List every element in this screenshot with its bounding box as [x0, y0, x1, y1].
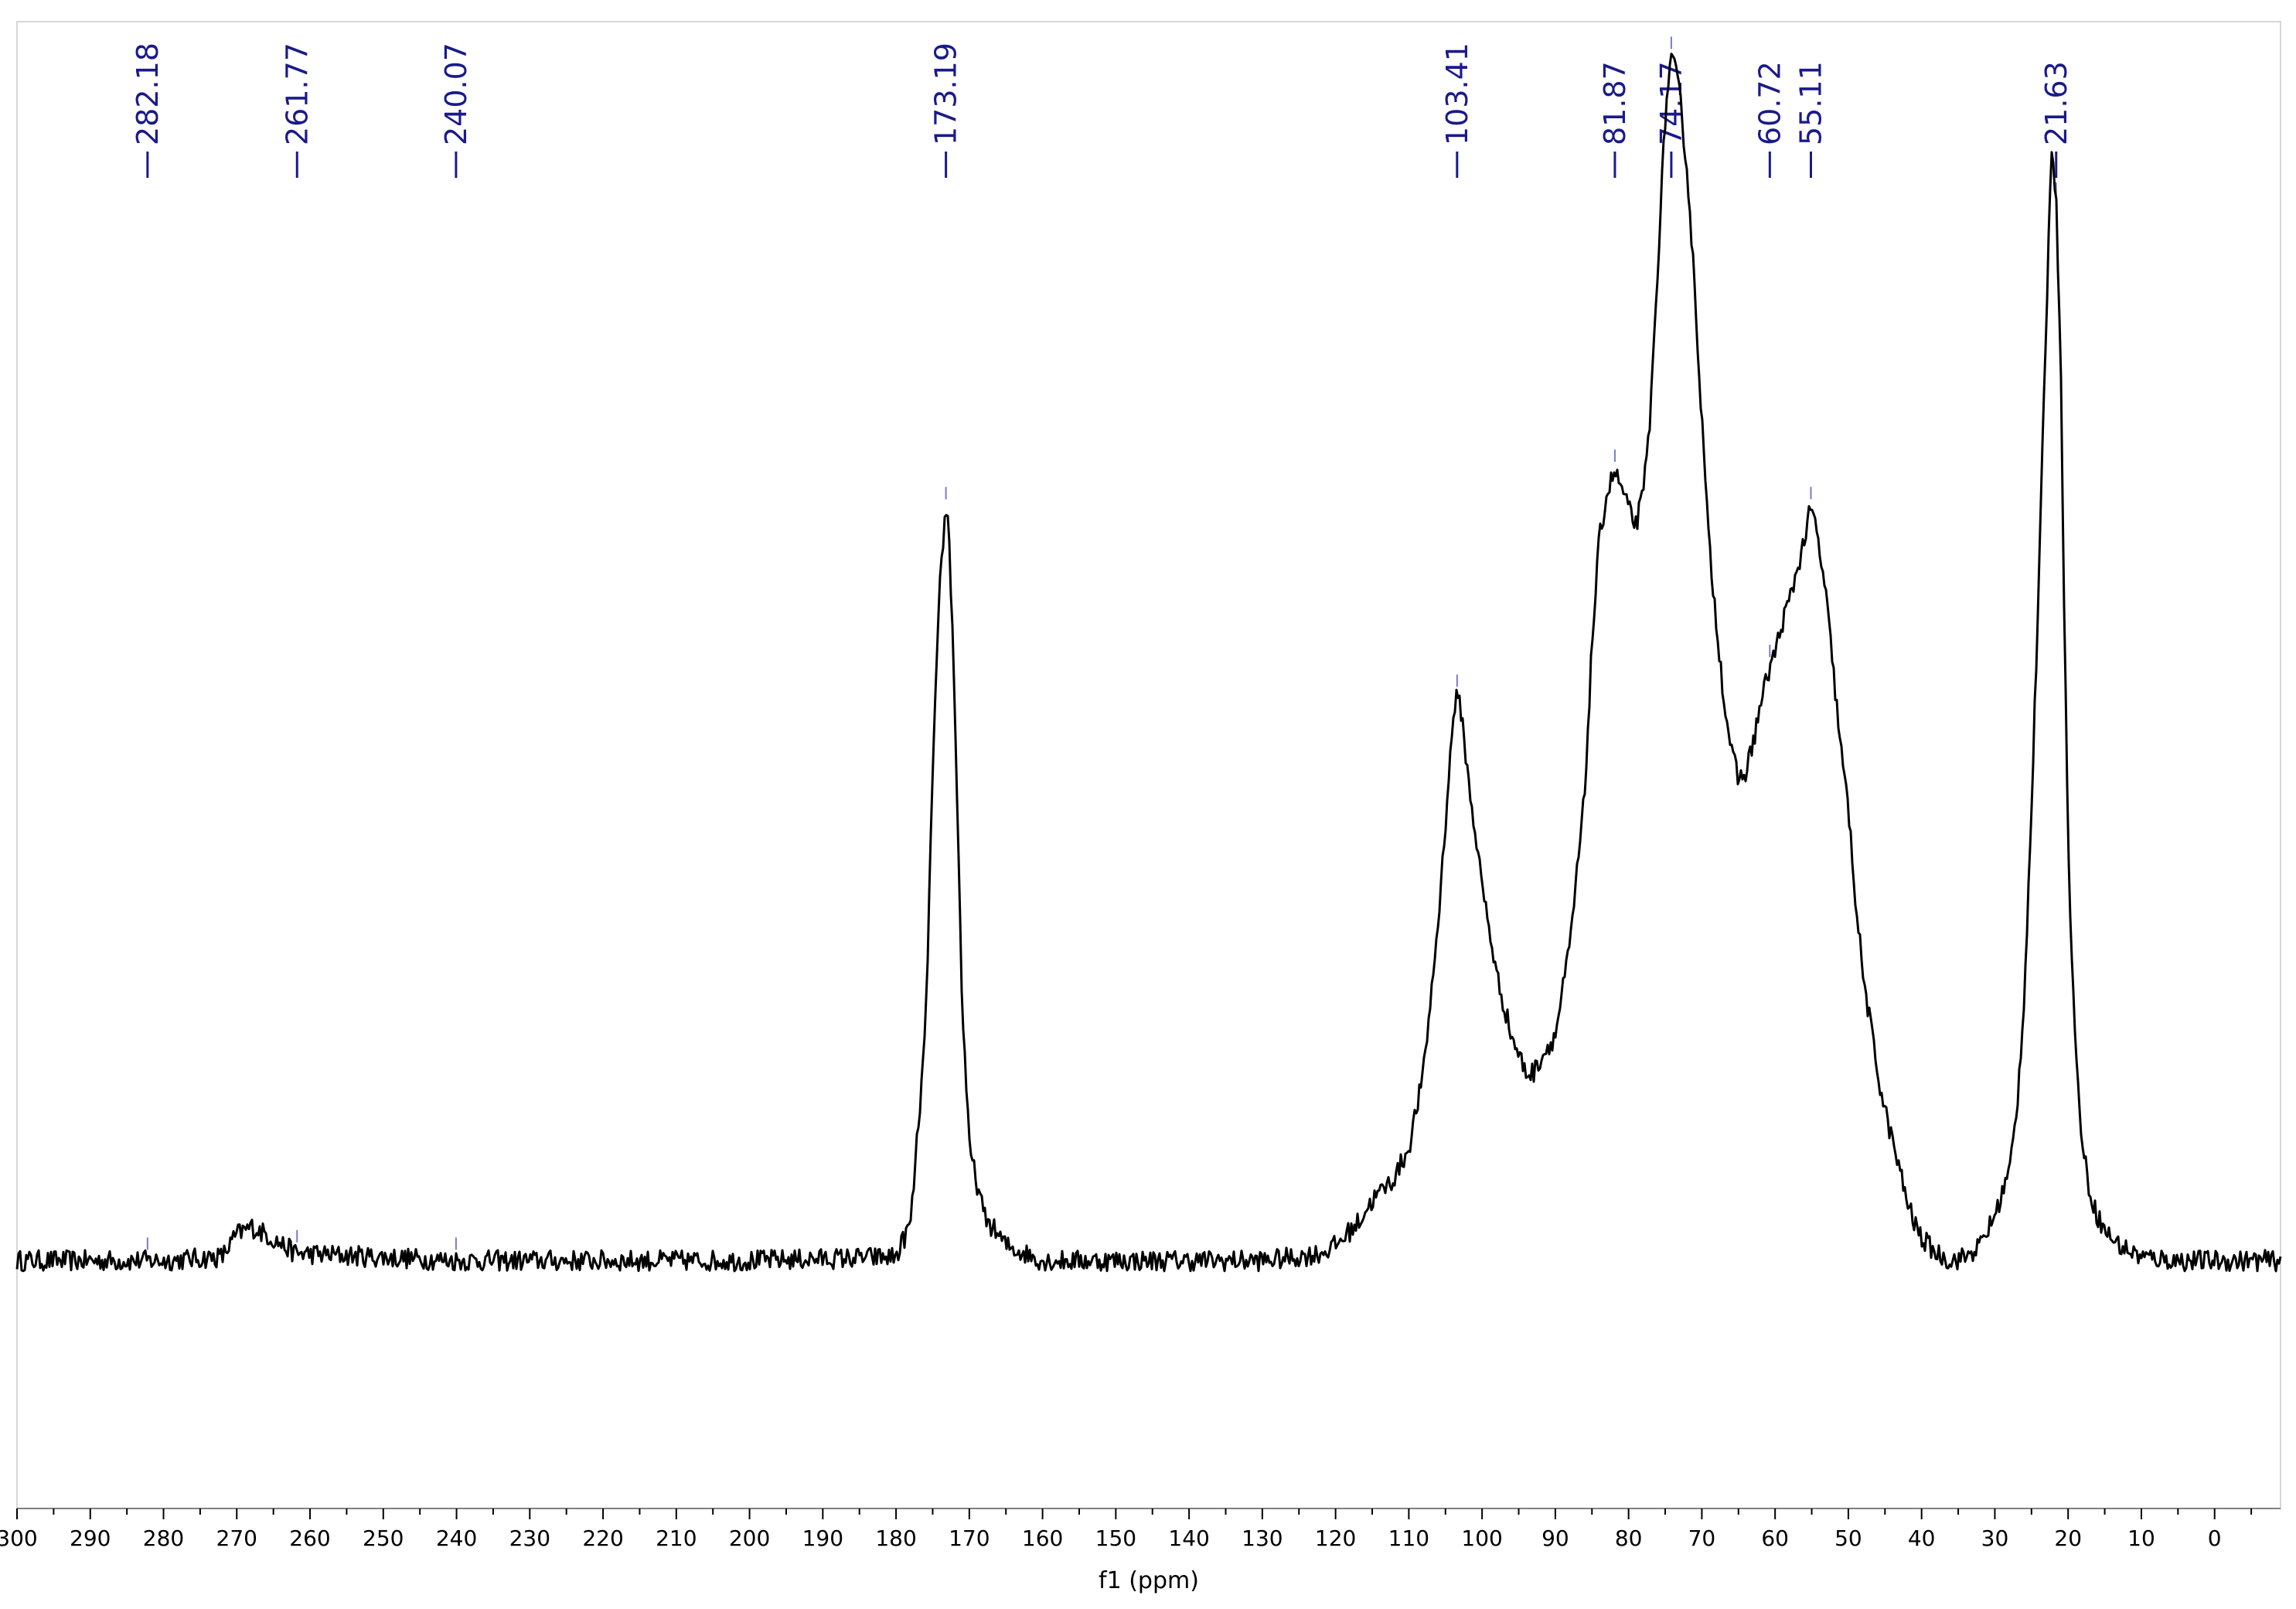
x-tick-label: 230 [509, 1525, 550, 1551]
x-tick-label: 250 [363, 1525, 404, 1551]
x-tick-label: 100 [1461, 1525, 1502, 1551]
x-tick-label: 80 [1615, 1525, 1643, 1551]
peak-label: 261.77 [280, 43, 314, 145]
x-tick-label: 270 [216, 1525, 257, 1551]
peak-label: 240.07 [439, 43, 473, 145]
x-tick-label: 220 [582, 1525, 623, 1551]
x-tick-label: 50 [1834, 1525, 1862, 1551]
x-axis: 300 290 280 270 260 250 240 230 220 210 200 190 180 1… [0, 1508, 2253, 1551]
x-tick-label: 30 [1981, 1525, 2009, 1551]
x-tick-label: 20 [2054, 1525, 2082, 1551]
x-tick-label: 170 [949, 1525, 990, 1551]
peak-label: 81.87 [1598, 61, 1632, 145]
x-tick-label: 110 [1388, 1525, 1429, 1551]
x-tick-label: 260 [289, 1525, 330, 1551]
x-tick-label: 150 [1095, 1525, 1136, 1551]
x-tick-label: 130 [1242, 1525, 1283, 1551]
x-tick-label: 10 [2127, 1525, 2155, 1551]
x-tick-label: 190 [802, 1525, 843, 1551]
x-tick-label: 90 [1541, 1525, 1569, 1551]
x-tick-label: 280 [143, 1525, 184, 1551]
x-tick-label: 160 [1022, 1525, 1063, 1551]
x-tick-label: 180 [875, 1525, 916, 1551]
x-tick-label: 0 [2208, 1525, 2222, 1551]
peak-label: 21.63 [2039, 61, 2073, 145]
plot-frame [16, 21, 2281, 1509]
x-tick-label: 290 [70, 1525, 111, 1551]
x-tick-label: 70 [1688, 1525, 1716, 1551]
x-tick-label: 210 [656, 1525, 697, 1551]
x-axis-label: f1 (ppm) [1099, 1567, 1199, 1594]
x-tick-label: 120 [1315, 1525, 1356, 1551]
x-tick-label: 40 [1908, 1525, 1936, 1551]
peak-label: 103.41 [1440, 43, 1474, 145]
x-tick-label: 200 [729, 1525, 770, 1551]
x-tick-label: 300 [0, 1525, 38, 1551]
x-tick-label: 140 [1168, 1525, 1209, 1551]
peak-label: 282.18 [131, 43, 165, 145]
peak-label: 173.19 [929, 43, 963, 145]
peak-label: 60.72 [1753, 61, 1787, 145]
x-tick-label: 240 [436, 1525, 477, 1551]
spectrum-trace [15, 53, 2282, 1273]
peak-label-group: 282.18 261.77 240.07 173.19 103.41 81.87 74.17… [131, 36, 2073, 1250]
x-tick-label: 60 [1761, 1525, 1789, 1551]
peak-label: 55.11 [1794, 61, 1828, 145]
